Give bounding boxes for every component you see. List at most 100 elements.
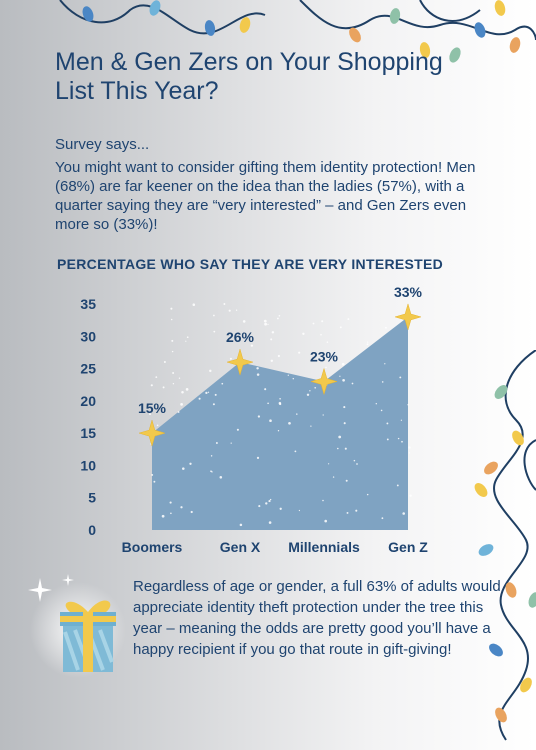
- snow-dot: [229, 357, 232, 360]
- snow-dot: [265, 502, 268, 505]
- string-lights-top: [59, 0, 536, 63]
- page-title: Men & Gen Zers on Your Shopping List Thi…: [55, 48, 443, 105]
- snow-dot: [223, 303, 226, 305]
- snow-dot: [366, 493, 369, 496]
- snow-dot: [312, 322, 315, 325]
- snow-dot: [256, 456, 260, 460]
- snow-dot: [190, 510, 193, 514]
- snow-dot: [309, 390, 311, 392]
- snow-dot: [151, 473, 154, 476]
- snow-dot: [210, 455, 213, 457]
- snow-dot: [298, 351, 301, 354]
- snow-dot: [182, 467, 185, 470]
- data-label: 15%: [138, 400, 167, 416]
- snow-dot: [351, 382, 354, 385]
- area-fill: [152, 316, 408, 530]
- snow-dot: [235, 309, 238, 311]
- snow-dot: [228, 309, 231, 312]
- snow-dot: [339, 326, 342, 329]
- snow-dot: [384, 363, 386, 365]
- snow-dot: [214, 393, 217, 396]
- y-tick-label: 15: [80, 425, 96, 441]
- y-tick-label: 25: [80, 361, 96, 377]
- snow-dot: [269, 419, 272, 423]
- star-marker: [138, 419, 166, 447]
- snow-dot: [270, 338, 273, 341]
- snow-dot: [386, 422, 389, 425]
- snow-dot: [277, 317, 279, 320]
- snow-dot: [342, 378, 345, 382]
- snow-dot: [343, 406, 346, 409]
- snow-dot: [268, 500, 271, 503]
- snow-dot: [215, 442, 218, 444]
- y-tick-label: 35: [80, 296, 96, 312]
- snow-dot: [384, 326, 387, 329]
- snow-dot: [205, 391, 208, 395]
- snow-dot: [298, 509, 301, 512]
- snow-dot: [239, 523, 243, 527]
- snow-dot: [409, 494, 412, 497]
- snow-dot: [250, 344, 254, 347]
- snow-dot: [386, 438, 389, 441]
- snow-dot: [396, 484, 399, 487]
- snow-dot: [268, 521, 272, 524]
- snow-dot: [288, 421, 291, 425]
- snow-dot: [242, 320, 246, 323]
- y-tick-label: 20: [80, 393, 96, 409]
- x-tick-label: Gen X: [220, 539, 261, 555]
- snow-dot: [172, 372, 175, 374]
- x-tick-label: Gen Z: [388, 539, 428, 555]
- snow-dot: [306, 393, 310, 397]
- snow-dot: [267, 402, 269, 405]
- snow-dot: [155, 376, 158, 378]
- snow-dot: [408, 446, 411, 449]
- snow-dot: [219, 476, 223, 479]
- snow-dot: [277, 354, 280, 358]
- snow-dot: [408, 452, 411, 454]
- snow-dot: [322, 499, 324, 502]
- snow-dot: [287, 374, 289, 376]
- snow-dot: [150, 384, 153, 387]
- snow-dot: [347, 318, 350, 321]
- snow-dot: [401, 440, 403, 443]
- star-marker: [394, 302, 422, 331]
- star-marker: [226, 348, 254, 376]
- y-tick-label: 5: [88, 490, 96, 506]
- snow-dot: [381, 517, 384, 520]
- snow-dot: [345, 479, 348, 482]
- snow-dot: [181, 390, 184, 394]
- data-label: 23%: [310, 348, 339, 364]
- snow-dot: [198, 397, 201, 400]
- snow-dot: [326, 341, 329, 343]
- snow-dot: [407, 403, 409, 406]
- star-marker: [310, 367, 338, 396]
- snow-dot: [343, 422, 346, 425]
- snow-dot: [180, 403, 183, 406]
- snow-dot: [339, 375, 341, 377]
- data-label: 26%: [226, 329, 255, 345]
- chart-title: PERCENTAGE WHO SAY THEY ARE VERY INTERES…: [57, 256, 444, 272]
- data-label: 33%: [394, 284, 423, 300]
- snow-dot: [314, 386, 317, 389]
- y-tick-label: 30: [80, 328, 96, 344]
- snow-dot: [375, 403, 377, 405]
- snow-dot: [327, 463, 330, 465]
- snow-dot: [302, 332, 305, 335]
- snow-dot: [381, 381, 384, 383]
- snow-dot: [170, 318, 173, 321]
- snow-dot: [178, 377, 181, 379]
- snow-dot: [279, 507, 282, 510]
- snow-dot: [322, 414, 324, 416]
- snow-dot: [236, 428, 239, 431]
- snow-dot: [172, 383, 175, 385]
- snow-dot: [277, 430, 280, 432]
- intro-paragraph: You might want to consider gifting them …: [55, 159, 476, 233]
- snow-dot: [209, 369, 212, 373]
- gift-icon: [28, 574, 126, 678]
- y-tick-label: 10: [80, 457, 96, 473]
- snow-dot: [180, 506, 183, 509]
- snow-dot: [156, 424, 159, 427]
- snow-dot: [269, 498, 272, 501]
- snow-dot: [170, 512, 172, 515]
- snow-dot: [399, 376, 402, 379]
